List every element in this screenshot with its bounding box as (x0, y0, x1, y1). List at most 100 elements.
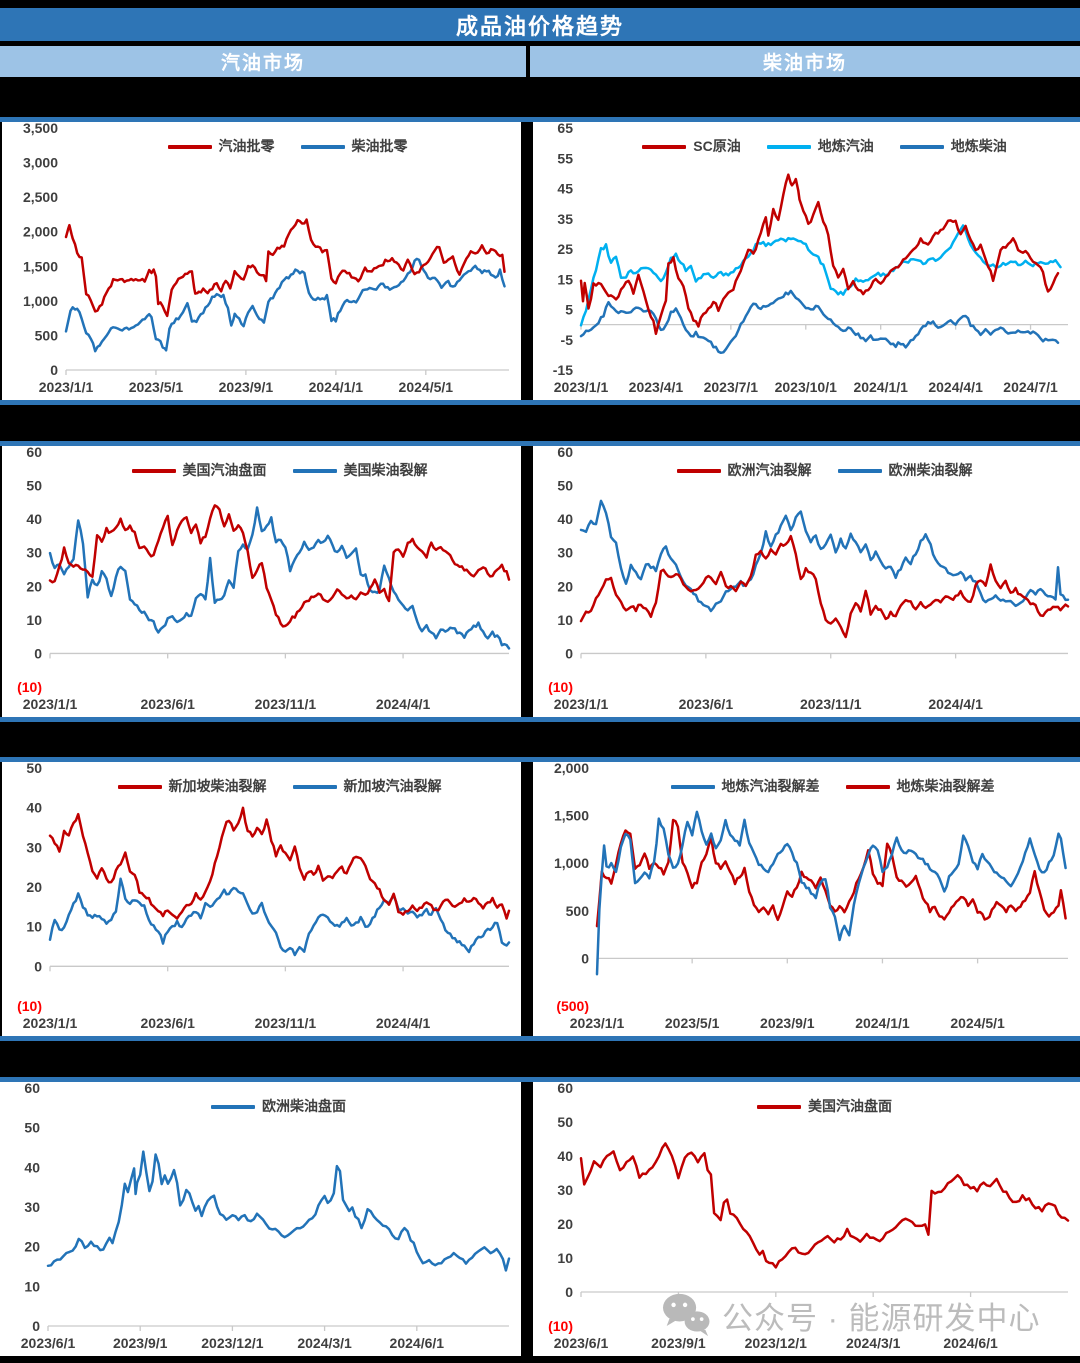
y-tick-label: 20 (557, 578, 573, 594)
x-tick-label: 2024/4/1 (376, 696, 431, 712)
y-tick-label: 55 (557, 150, 573, 166)
x-tick-label: 2023/10/1 (775, 379, 837, 395)
y-tick-label: 60 (24, 1082, 40, 1096)
x-tick-label: 2023/1/1 (39, 379, 94, 395)
series-line-美国汽油盘面 (48, 504, 511, 628)
x-tick-label: 2023/11/1 (255, 1015, 317, 1031)
line-chart: 2023/6/1 2023/9/1 2023/12/1 2024/3/1 2024/6/… (548, 1080, 1070, 1351)
column-header-gasoline-label: 汽油市场 (220, 53, 305, 74)
watermark-text: 公众号 · 能源研发中心 (722, 1300, 1041, 1336)
x-tick-label: 2023/6/1 (140, 1015, 195, 1031)
line-chart: 2023/1/1 2023/5/1 2023/9/1 2024/1/1 2024/5/1… (554, 760, 1068, 1031)
x-tick-label: 2023/9/1 (219, 379, 274, 395)
page-title: 成品油价格趋势 (0, 8, 1080, 41)
x-tick-label: 2023/5/1 (129, 379, 184, 395)
y-tick-label: 60 (557, 1082, 573, 1096)
y-tick-label: 10 (557, 1250, 573, 1266)
x-tick-label: 2023/1/1 (570, 1015, 625, 1031)
y-tick-label: 60 (557, 446, 573, 460)
y-tick-label: 30 (557, 1182, 573, 1198)
y-tick-label: (10) (17, 679, 42, 695)
y-tick-label: 1,500 (554, 808, 589, 824)
y-tick-label: 10 (26, 919, 42, 935)
chart-panel-sc-crude-refinery: 2023/1/1 2023/4/1 2023/7/1 2023/10/1 2024/1/… (533, 120, 1080, 400)
column-header-gasoline: 汽油市场 (0, 46, 526, 77)
bottom-border (0, 1356, 1080, 1363)
x-tick-label: 2024/1/1 (855, 1015, 910, 1031)
y-tick-label: 25 (557, 241, 573, 257)
x-tick-label: 2023/4/1 (629, 379, 684, 395)
y-tick-label: 0 (565, 645, 573, 661)
chart-panel-us-gasoline-board: 2023/6/1 2023/9/1 2023/12/1 2024/3/1 2024/6/… (533, 1080, 1080, 1356)
x-tick-label: 2023/9/1 (760, 1015, 815, 1031)
y-tick-label: 20 (26, 879, 42, 895)
y-tick-label: 65 (557, 122, 573, 136)
y-tick-label: 0 (50, 362, 58, 378)
chart-panel-singapore-cracks: 2023/1/1 2023/6/1 2023/11/1 2024/4/1 (10) 0 10… (2, 760, 521, 1036)
y-tick-label: 0 (34, 958, 42, 974)
line-chart: 2023/1/1 2023/4/1 2023/7/1 2023/10/1 2024/1/… (553, 120, 1068, 395)
x-tick-label: 2024/5/1 (950, 1015, 1005, 1031)
chart-panel-gasoline-diesel-wholesale: 2023/1/1 2023/5/1 2023/9/1 2024/1/1 2024/5/1… (2, 120, 521, 400)
y-tick-label: (500) (556, 998, 589, 1014)
x-tick-label: 2023/11/1 (255, 696, 317, 712)
column-header-diesel: 柴油市场 (530, 46, 1080, 77)
y-tick-label: 35 (557, 211, 573, 227)
separator-line (0, 1036, 1080, 1041)
line-chart: 2023/1/1 2023/6/1 2023/11/1 2024/4/1 (10) 0 10… (548, 444, 1070, 712)
series-line-美国汽油盘面 (579, 1142, 1070, 1269)
x-tick-label: 2023/1/1 (23, 1015, 78, 1031)
series-line-美国柴油裂解 (48, 506, 511, 650)
y-tick-label: 1,000 (554, 855, 589, 871)
separator-line (0, 757, 1080, 762)
y-tick-label: 1,000 (23, 293, 58, 309)
y-tick-label: -5 (561, 332, 574, 348)
chart-panel-refinery-crack-spreads: 2023/1/1 2023/5/1 2023/9/1 2024/1/1 2024/5/1… (533, 760, 1080, 1036)
y-tick-label: 0 (565, 1284, 573, 1300)
y-tick-label: 15 (557, 271, 573, 287)
series-line-地炼柴油 (579, 289, 1060, 355)
y-tick-label: 30 (26, 545, 42, 561)
y-tick-label: 2,000 (23, 224, 58, 240)
separator-line (0, 117, 1080, 122)
y-tick-label: 500 (566, 903, 590, 919)
line-chart: 2023/1/1 2023/5/1 2023/9/1 2024/1/1 2024/5/1… (23, 120, 509, 395)
y-tick-label: 30 (557, 545, 573, 561)
series-line-新加坡汽油裂解 (48, 877, 511, 957)
separator-line (0, 717, 1080, 722)
series-line-地炼柴油裂解差 (595, 818, 1067, 928)
y-tick-label: 40 (26, 800, 42, 816)
y-tick-label: -15 (553, 362, 573, 378)
x-tick-label: 2024/4/1 (928, 379, 983, 395)
column-header-diesel-label: 柴油市场 (762, 53, 847, 74)
y-tick-label: 20 (26, 578, 42, 594)
x-tick-label: 2023/6/1 (679, 696, 734, 712)
y-tick-label: 5 (565, 302, 573, 318)
series-line-欧洲柴油盘面 (46, 1150, 511, 1272)
series-line-新加坡柴油裂解 (48, 806, 511, 920)
x-tick-label: 2023/12/1 (745, 1335, 807, 1351)
x-tick-label: 2024/1/1 (309, 379, 364, 395)
series-line-地炼汽油裂解差 (595, 810, 1067, 976)
y-tick-label: (10) (548, 1318, 573, 1334)
y-tick-label: 10 (24, 1278, 40, 1294)
y-tick-label: (10) (548, 679, 573, 695)
y-tick-label: 0 (34, 645, 42, 661)
y-tick-label: 60 (26, 446, 42, 460)
x-tick-label: 2024/7/1 (1003, 379, 1058, 395)
series-line-SC原油 (579, 173, 1060, 336)
y-tick-label: 20 (24, 1239, 40, 1255)
y-tick-label: 2,500 (23, 189, 58, 205)
x-tick-label: 2023/1/1 (554, 379, 609, 395)
y-tick-label: 40 (26, 511, 42, 527)
chart-panel-europe-diesel-board: 2023/6/1 2023/9/1 2023/12/1 2024/3/1 2024/6/… (0, 1080, 521, 1356)
watermark: 公众号 · 能源研发中心 (660, 1292, 1041, 1338)
x-tick-label: 2023/6/1 (140, 696, 195, 712)
x-tick-label: 2023/1/1 (554, 696, 609, 712)
y-tick-label: 40 (557, 1148, 573, 1164)
x-tick-label: 2024/4/1 (376, 1015, 431, 1031)
y-tick-label: 45 (557, 181, 573, 197)
y-tick-label: 3,000 (23, 155, 58, 171)
y-tick-label: 500 (35, 327, 59, 343)
series-line-欧洲汽油裂解 (579, 534, 1070, 639)
